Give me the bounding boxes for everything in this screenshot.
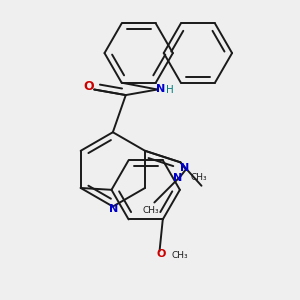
Text: CH₃: CH₃ bbox=[190, 173, 207, 182]
Text: O: O bbox=[83, 80, 94, 93]
Text: CH₃: CH₃ bbox=[172, 251, 188, 260]
Text: H: H bbox=[166, 85, 173, 95]
Text: N: N bbox=[180, 163, 189, 173]
Text: N: N bbox=[156, 83, 165, 94]
Text: N: N bbox=[172, 173, 182, 183]
Text: N: N bbox=[109, 204, 119, 214]
Text: CH₃: CH₃ bbox=[143, 206, 159, 215]
Text: O: O bbox=[157, 249, 166, 259]
